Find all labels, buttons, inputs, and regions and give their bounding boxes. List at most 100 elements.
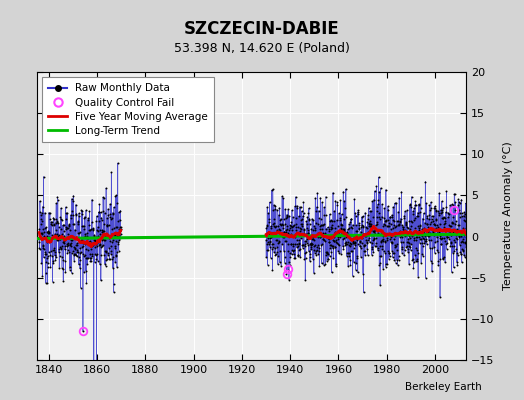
Point (349, 239, 357, 245)
Point (417, 236, 425, 242)
Point (449, 228, 457, 235)
Point (409, 210, 417, 217)
Point (437, 241, 445, 247)
Point (384, 250, 392, 256)
Point (461, 214, 470, 220)
Point (68, 237, 77, 243)
Point (96, 277, 105, 284)
Point (92, 256, 101, 262)
Point (335, 250, 343, 256)
Point (311, 208, 320, 214)
Point (413, 258, 421, 264)
Point (114, 241, 123, 248)
Point (91, 259, 99, 265)
Point (60, 240, 68, 246)
Point (361, 248, 369, 254)
Point (89, 240, 97, 246)
Point (458, 246, 466, 252)
Point (449, 219, 457, 225)
Point (45, 234, 53, 240)
Point (375, 214, 383, 220)
Point (263, 241, 271, 247)
Point (41, 270, 50, 276)
Point (46, 235, 54, 242)
Point (291, 194, 300, 200)
Point (309, 227, 318, 234)
Point (457, 210, 466, 216)
Point (35, 245, 43, 251)
Point (99, 208, 107, 214)
Point (339, 188, 347, 195)
Point (36, 208, 45, 215)
Point (443, 234, 452, 240)
Point (401, 227, 409, 234)
Point (376, 185, 385, 191)
Point (336, 226, 345, 232)
Point (95, 242, 103, 248)
Point (427, 205, 435, 212)
Point (397, 232, 406, 238)
Point (301, 250, 310, 256)
Point (355, 224, 363, 231)
Point (455, 206, 463, 213)
Point (310, 247, 318, 254)
Point (392, 200, 400, 206)
Point (460, 209, 468, 215)
Point (345, 253, 354, 259)
Point (410, 252, 419, 258)
Point (326, 226, 335, 232)
Point (295, 240, 303, 246)
Point (411, 202, 419, 208)
Point (326, 245, 334, 251)
Point (115, 209, 123, 215)
Point (384, 207, 392, 213)
Point (282, 226, 291, 232)
Point (341, 228, 349, 235)
Point (388, 239, 397, 245)
Point (381, 250, 389, 256)
Point (279, 234, 287, 240)
Point (461, 254, 469, 260)
Point (399, 226, 407, 233)
Point (444, 230, 453, 237)
Point (97, 214, 106, 221)
Point (391, 242, 399, 248)
Point (454, 198, 463, 205)
Point (361, 210, 369, 216)
Point (396, 218, 405, 225)
Point (329, 245, 337, 252)
Point (45, 230, 53, 236)
Point (35, 239, 43, 245)
Point (262, 236, 270, 243)
Point (396, 231, 405, 238)
Point (371, 226, 379, 233)
Point (116, 224, 124, 230)
Point (305, 258, 314, 264)
Point (273, 207, 281, 213)
Point (77, 249, 85, 255)
Point (78, 211, 86, 218)
Point (361, 232, 369, 239)
Point (398, 234, 406, 240)
Point (87, 255, 95, 261)
Point (428, 260, 436, 266)
Point (112, 252, 120, 258)
Point (346, 240, 354, 246)
Point (377, 214, 386, 220)
Point (416, 240, 424, 246)
Point (112, 238, 120, 244)
Point (299, 210, 308, 216)
Point (49, 247, 57, 254)
Point (398, 244, 407, 250)
Point (434, 208, 442, 214)
Point (356, 228, 365, 235)
Point (412, 237, 420, 243)
Point (288, 207, 296, 214)
Point (350, 196, 358, 202)
Point (428, 216, 436, 222)
Point (270, 206, 279, 212)
Point (44, 230, 52, 236)
Point (309, 234, 317, 240)
Point (67, 215, 75, 221)
Point (287, 219, 296, 226)
